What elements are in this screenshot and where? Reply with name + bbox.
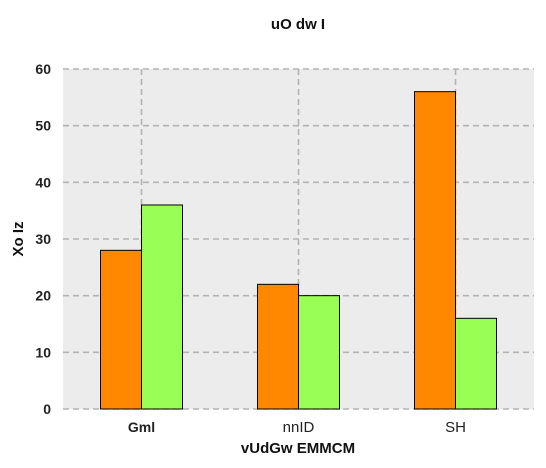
x-tick-label: SH [445, 419, 466, 436]
x-tick-label: nnID [283, 419, 315, 436]
x-axis-ticks: Gml nnID SH [128, 419, 466, 436]
bar [257, 283, 299, 410]
bar [455, 317, 497, 410]
bar [141, 204, 183, 410]
bars [100, 91, 497, 410]
y-tick-label: 40 [35, 174, 51, 190]
y-tick-label: 50 [35, 118, 51, 134]
x-axis-label: vUdGw EMMCM [241, 440, 355, 457]
y-tick-label: 20 [35, 288, 51, 304]
y-axis-label: Xo Iz [10, 221, 27, 256]
y-axis-ticks: 0 10 20 30 40 50 60 [35, 61, 51, 417]
y-tick-label: 0 [43, 401, 51, 417]
x-tick-label: Gml [128, 419, 155, 435]
y-tick-label: 10 [35, 344, 51, 360]
bar [100, 249, 142, 410]
y-tick-label: 30 [35, 231, 51, 247]
chart-title: uO dw I [271, 16, 325, 33]
bar [298, 295, 340, 410]
bar [414, 91, 456, 410]
y-tick-label: 60 [35, 61, 51, 77]
